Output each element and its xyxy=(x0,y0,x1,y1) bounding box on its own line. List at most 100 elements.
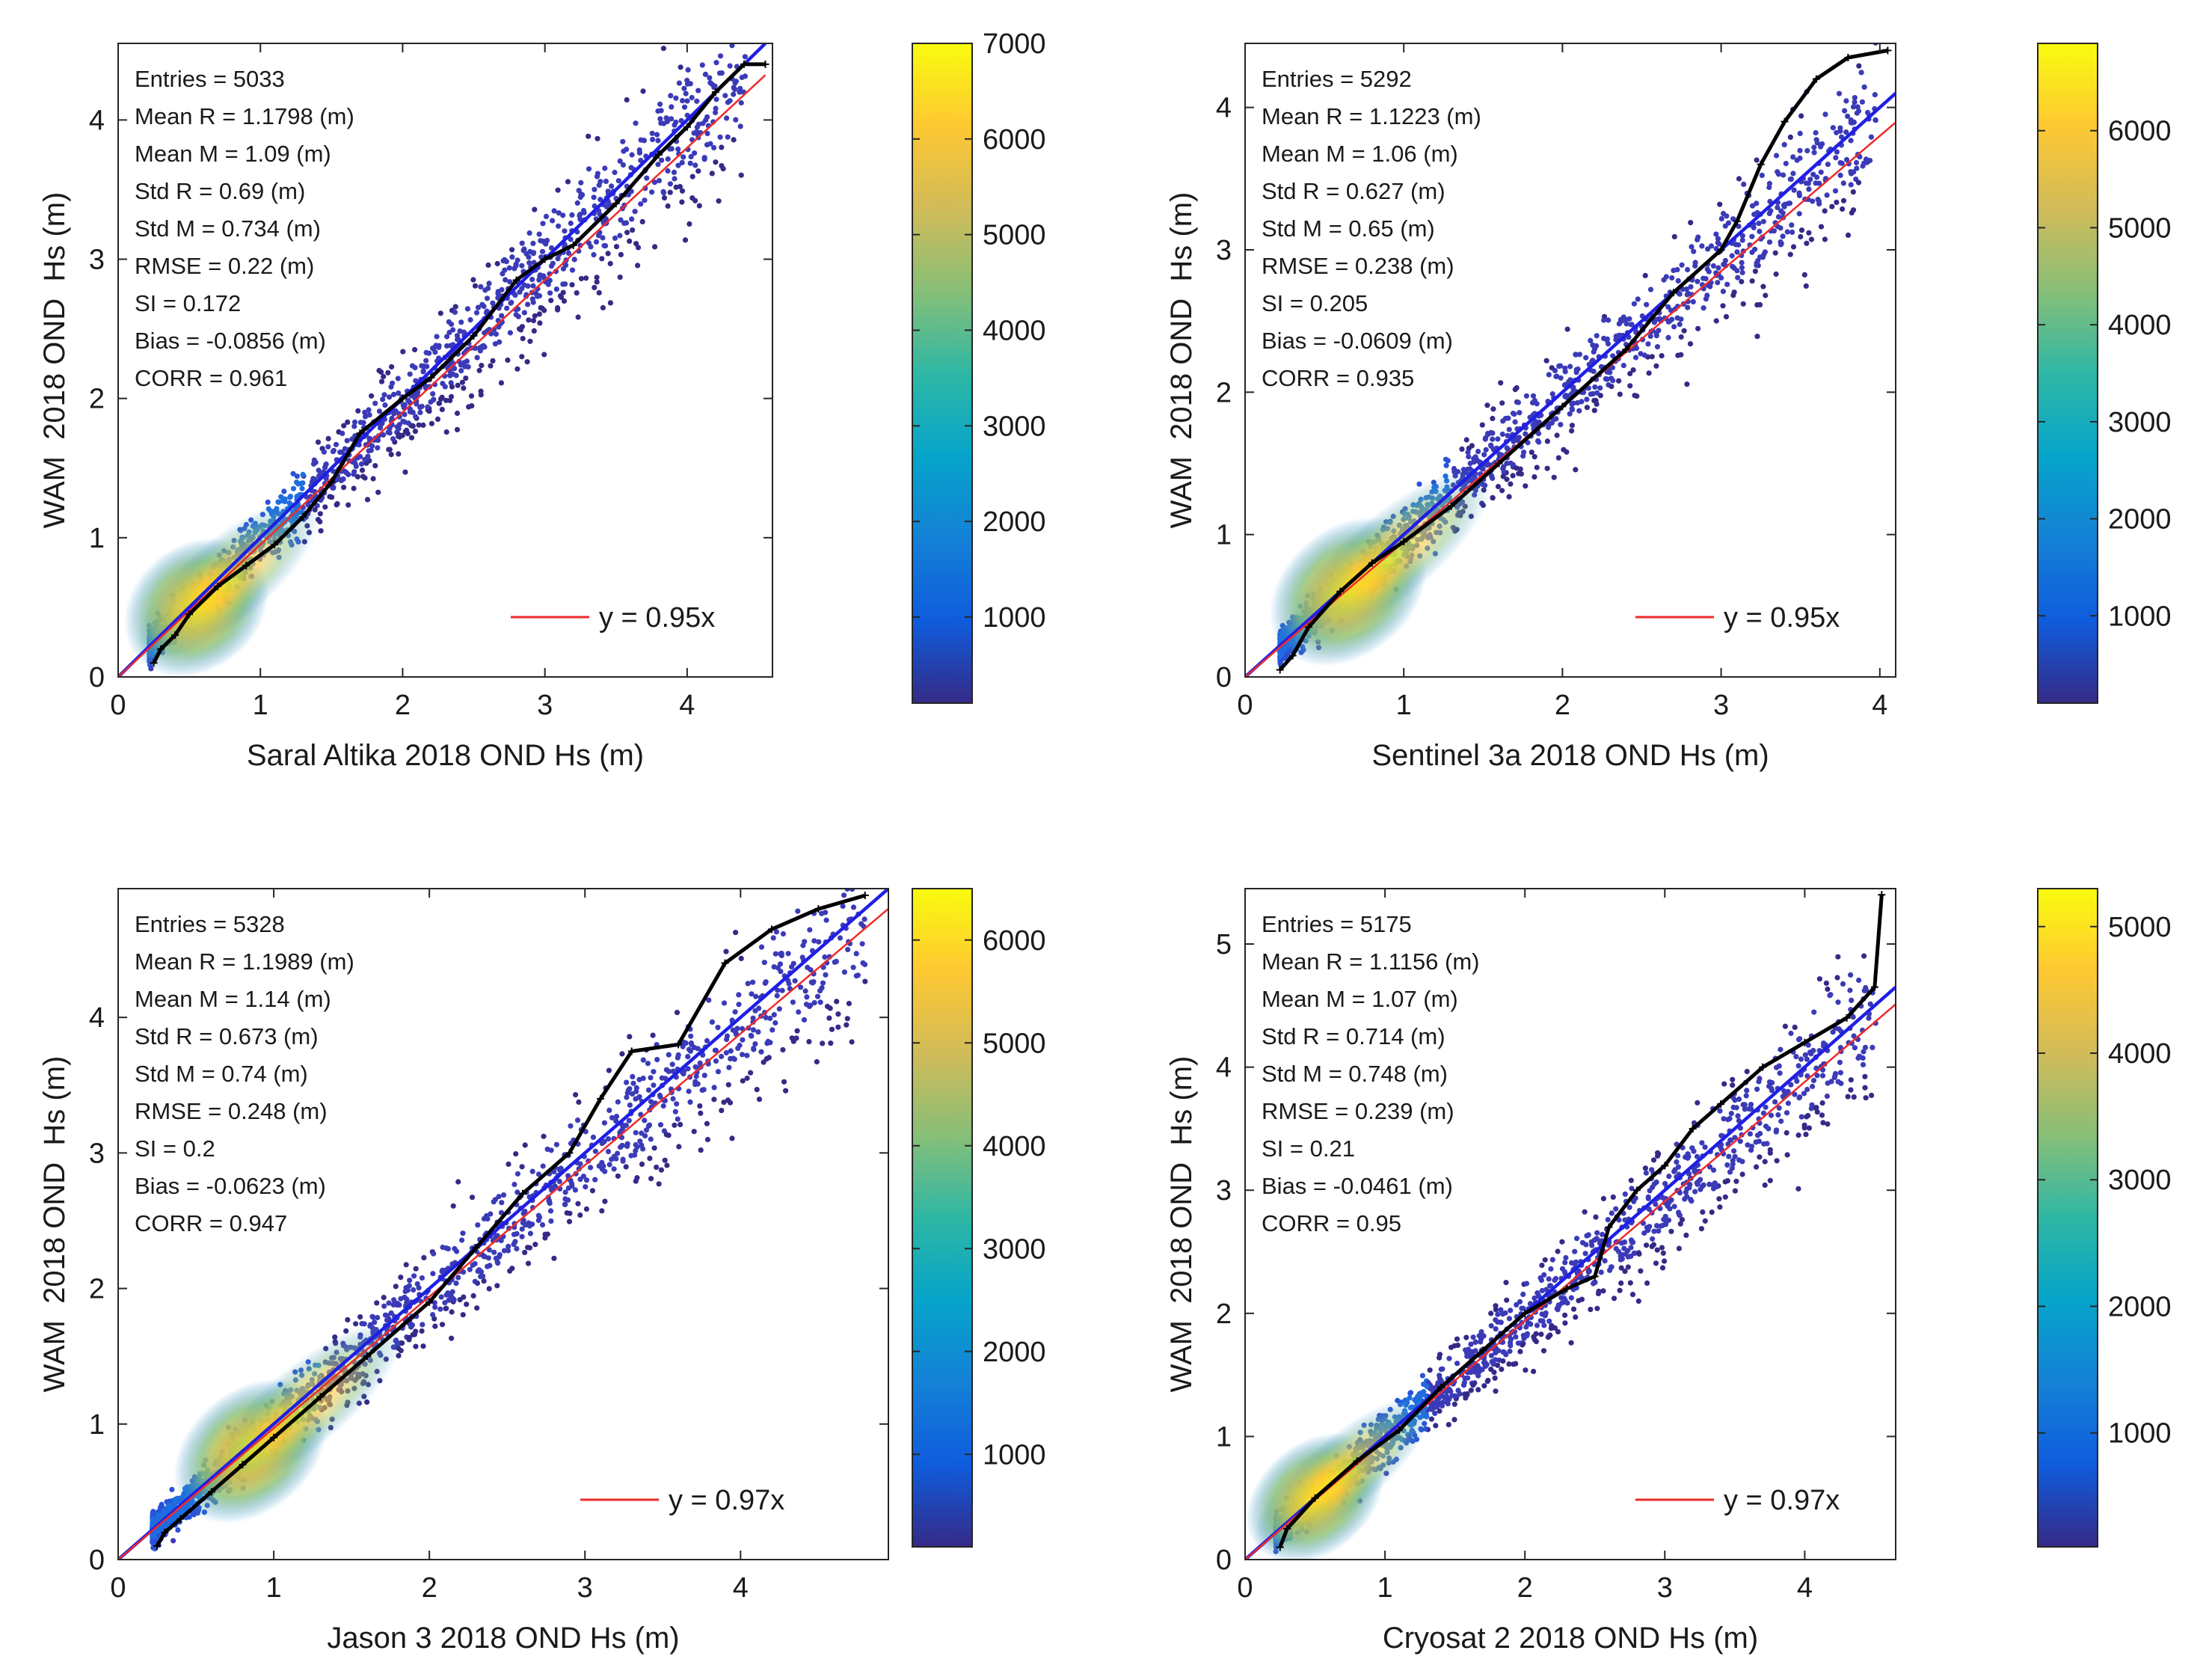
scatter-point xyxy=(618,251,624,257)
scatter-point xyxy=(688,153,694,160)
scatter-point xyxy=(643,1127,650,1133)
colorbar-tick-label: 2000 xyxy=(2108,504,2172,536)
scatter-point xyxy=(837,935,844,941)
scatter-point xyxy=(663,115,669,121)
scatter-point xyxy=(1606,317,1612,323)
stat-line: Mean R = 1.1798 (m) xyxy=(135,103,354,129)
scatter-point xyxy=(606,1107,612,1113)
scatter-point xyxy=(463,375,469,381)
scatter-point xyxy=(613,244,620,250)
scatter-point xyxy=(406,1337,412,1343)
scatter-point xyxy=(466,404,472,410)
scatter-point xyxy=(486,1286,492,1292)
scatter-point xyxy=(500,271,506,277)
scatter-point xyxy=(1739,278,1745,285)
scatter-point xyxy=(594,174,600,180)
scatter-point xyxy=(316,467,322,473)
scatter-point xyxy=(411,1331,418,1337)
scatter-point xyxy=(474,1305,480,1311)
scatter-point xyxy=(538,254,544,260)
scatter-point xyxy=(372,463,378,469)
scatter-point xyxy=(722,93,728,99)
scatter-point xyxy=(535,293,541,299)
scatter-point xyxy=(1649,354,1655,360)
scatter-point xyxy=(1584,405,1590,411)
scatter-point xyxy=(1852,99,1858,105)
scatter-point xyxy=(724,115,730,121)
scatter-point xyxy=(1629,322,1635,328)
scatter-point xyxy=(541,1133,547,1139)
scatter-point xyxy=(660,46,667,52)
scatter-point xyxy=(685,67,691,73)
scatter-point xyxy=(532,206,538,212)
scatter-point xyxy=(375,438,381,444)
scatter-point xyxy=(1569,405,1575,411)
scatter-point xyxy=(1754,302,1760,308)
scatter-point xyxy=(725,134,731,140)
stat-line: Bias = -0.0609 (m) xyxy=(1262,328,1453,354)
scatter-point xyxy=(400,349,406,355)
scatter-point xyxy=(339,450,345,456)
scatter-point xyxy=(723,1049,729,1056)
scatter-point xyxy=(1734,249,1740,255)
qq-marker xyxy=(512,276,520,284)
scatter-point xyxy=(574,290,580,296)
scatter-point xyxy=(1515,438,1521,444)
scatter-point xyxy=(1500,473,1506,479)
scatter-point xyxy=(686,221,692,227)
scatter-point xyxy=(474,355,480,361)
scatter-point xyxy=(344,438,350,444)
stat-line: CORR = 0.935 xyxy=(1262,365,1414,391)
scatter-point xyxy=(1699,243,1705,249)
scatter-point xyxy=(1531,474,1537,480)
colorbar-tick-label: 1000 xyxy=(2108,601,2172,632)
scatter-point xyxy=(606,201,612,207)
scatter-point xyxy=(677,183,683,190)
scatter-point xyxy=(692,162,698,168)
qq-marker xyxy=(427,373,435,381)
scatter-point xyxy=(1510,473,1516,479)
scatter-point xyxy=(473,310,480,316)
scatter-point xyxy=(1720,303,1726,309)
scatter-point xyxy=(1855,104,1861,110)
scatter-point xyxy=(693,1073,699,1079)
scatter-point xyxy=(594,275,600,280)
scatter-point xyxy=(323,476,329,482)
scatter-point xyxy=(1675,352,1681,358)
scatter-point xyxy=(505,357,511,364)
scatter-point xyxy=(400,418,406,424)
scatter-point xyxy=(426,408,432,414)
scatter-point xyxy=(526,317,532,323)
scatter-point xyxy=(1723,313,1730,319)
scatter-point xyxy=(1721,261,1727,268)
scatter-point xyxy=(724,1036,730,1043)
scatter-point xyxy=(491,1199,497,1205)
scatter-point xyxy=(665,203,671,209)
scatter-point xyxy=(458,319,464,325)
scatter-point xyxy=(454,333,461,339)
scatter-point xyxy=(701,1073,707,1079)
scatter-point xyxy=(1775,214,1782,220)
scatter-point xyxy=(540,221,546,227)
scatter-point xyxy=(1804,147,1810,154)
scatter-point xyxy=(425,404,431,410)
scatter-point xyxy=(1754,200,1760,206)
y-axis-label: WAM 2018 OND Hs (m) xyxy=(1165,192,1198,529)
scatter-point xyxy=(713,109,719,116)
scatter-point xyxy=(1775,204,1781,210)
scatter-point xyxy=(428,420,435,426)
scatter-point xyxy=(366,412,372,418)
scatter-point xyxy=(497,339,503,345)
scatter-point xyxy=(1701,305,1706,311)
scatter-point xyxy=(544,237,550,244)
scatter-point xyxy=(547,278,553,283)
scatter-point xyxy=(1695,325,1701,331)
scatter-point xyxy=(1780,233,1786,239)
scatter-point xyxy=(1688,220,1694,226)
scatter-point xyxy=(713,60,719,66)
scatter-point xyxy=(1569,423,1575,429)
scatter-point xyxy=(783,1088,789,1094)
scatter-point xyxy=(412,429,419,435)
scatter-point xyxy=(1861,84,1867,90)
